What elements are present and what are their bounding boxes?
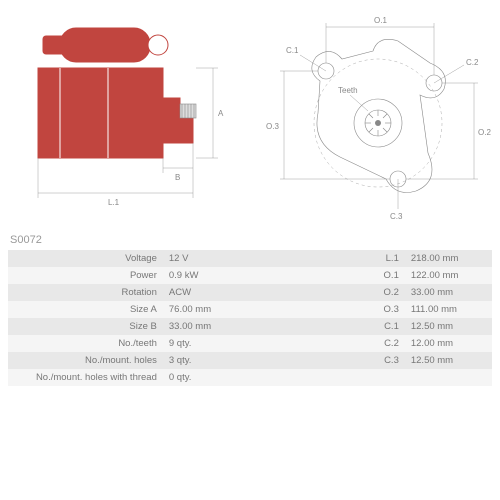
spec-row: No./teeth9 qty.C.212.00 mm bbox=[8, 335, 492, 352]
spec-label: No./teeth bbox=[8, 335, 163, 352]
dim-o1: O.1 bbox=[374, 16, 387, 25]
spec-value: ACW bbox=[163, 284, 250, 301]
spec-label: No./mount. holes bbox=[8, 352, 163, 369]
dim-b: B bbox=[175, 173, 180, 182]
spec-label: Rotation bbox=[8, 284, 163, 301]
spec-label: O.2 bbox=[250, 284, 405, 301]
spec-value: 9 qty. bbox=[163, 335, 250, 352]
drawings-row: A B L.1 bbox=[8, 8, 492, 228]
spec-table: Voltage12 VL.1218.00 mmPower0.9 kWO.1122… bbox=[8, 250, 492, 386]
spec-value bbox=[405, 369, 492, 386]
side-view: A B L.1 bbox=[8, 8, 248, 228]
spec-value: 12.50 mm bbox=[405, 352, 492, 369]
dim-c1: C.1 bbox=[286, 46, 299, 55]
dim-o3: O.3 bbox=[266, 122, 279, 131]
spec-value: 33.00 mm bbox=[405, 284, 492, 301]
spec-label: C.1 bbox=[250, 318, 405, 335]
spec-label: O.1 bbox=[250, 267, 405, 284]
spec-value: 0.9 kW bbox=[163, 267, 250, 284]
dim-c2: C.2 bbox=[466, 58, 479, 67]
spec-label: C.3 bbox=[250, 352, 405, 369]
spec-row: Power0.9 kWO.1122.00 mm bbox=[8, 267, 492, 284]
spec-value: 111.00 mm bbox=[405, 301, 492, 318]
spec-label: L.1 bbox=[250, 250, 405, 267]
spec-label: Size A bbox=[8, 301, 163, 318]
part-number: S0072 bbox=[10, 234, 492, 246]
spec-label: Power bbox=[8, 267, 163, 284]
spec-row: Voltage12 VL.1218.00 mm bbox=[8, 250, 492, 267]
spec-value: 0 qty. bbox=[163, 369, 250, 386]
spec-label: O.3 bbox=[250, 301, 405, 318]
dim-o2: O.2 bbox=[478, 128, 491, 137]
spec-value: 12 V bbox=[163, 250, 250, 267]
spec-value: 33.00 mm bbox=[163, 318, 250, 335]
spec-label: No./mount. holes with thread bbox=[8, 369, 163, 386]
teeth-label: Teeth bbox=[338, 86, 358, 95]
dim-c3: C.3 bbox=[390, 212, 403, 221]
spec-row: Size A76.00 mmO.3111.00 mm bbox=[8, 301, 492, 318]
front-view: C.1 C.2 C.3 Teeth O.1 O.2 O.3 bbox=[258, 8, 498, 228]
spec-label: Size B bbox=[8, 318, 163, 335]
spec-value: 76.00 mm bbox=[163, 301, 250, 318]
spec-label: Voltage bbox=[8, 250, 163, 267]
spec-label: C.2 bbox=[250, 335, 405, 352]
spec-value: 218.00 mm bbox=[405, 250, 492, 267]
spec-label bbox=[250, 369, 405, 386]
spec-row: No./mount. holes3 qty.C.312.50 mm bbox=[8, 352, 492, 369]
spec-row: RotationACWO.233.00 mm bbox=[8, 284, 492, 301]
spec-value: 122.00 mm bbox=[405, 267, 492, 284]
spec-row: Size B33.00 mmC.112.50 mm bbox=[8, 318, 492, 335]
spec-value: 12.00 mm bbox=[405, 335, 492, 352]
dim-a: A bbox=[218, 109, 224, 118]
spec-value: 12.50 mm bbox=[405, 318, 492, 335]
spec-value: 3 qty. bbox=[163, 352, 250, 369]
dim-l1: L.1 bbox=[108, 198, 120, 207]
spec-row: No./mount. holes with thread0 qty. bbox=[8, 369, 492, 386]
